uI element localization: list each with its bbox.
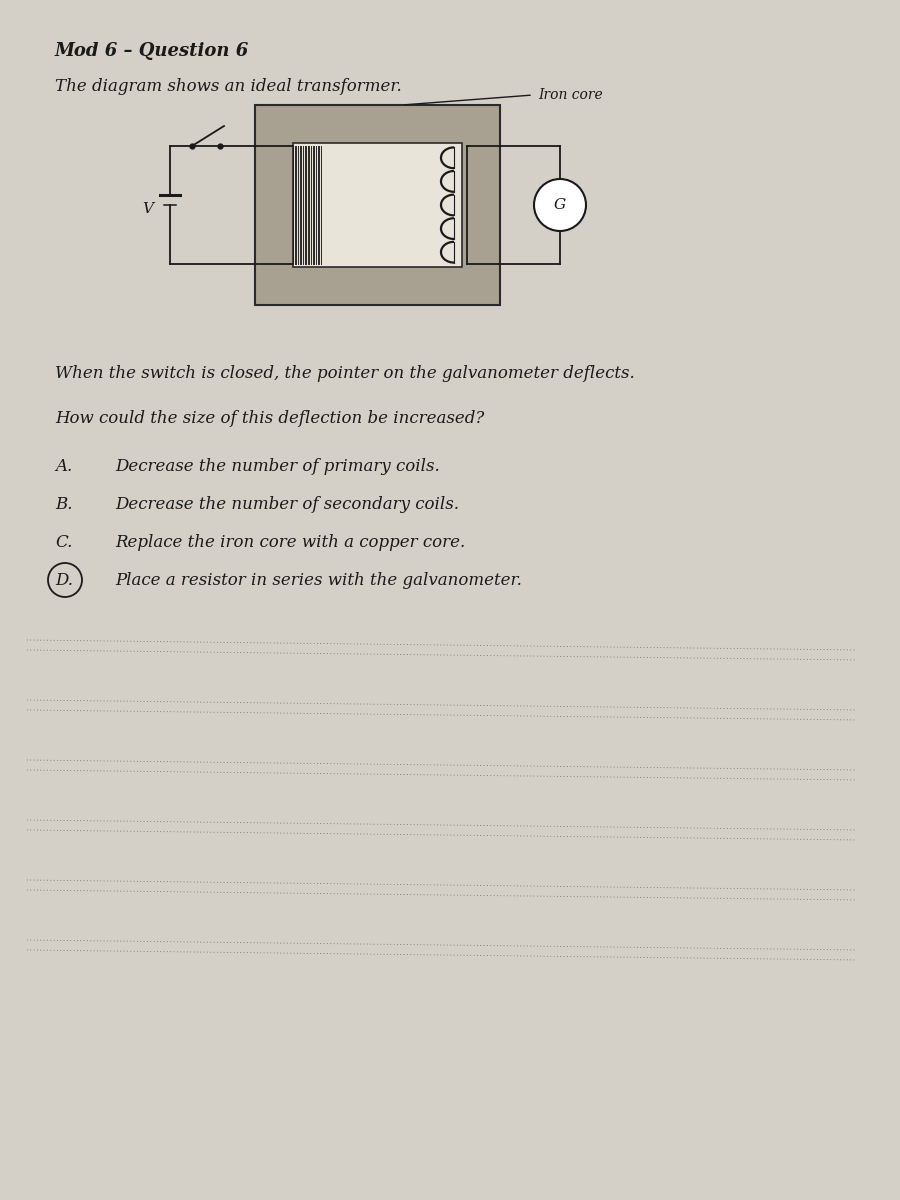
Text: V: V	[142, 202, 153, 216]
Text: Place a resistor in series with the galvanometer.: Place a resistor in series with the galv…	[115, 572, 522, 589]
Text: Iron core: Iron core	[538, 88, 603, 102]
Bar	[255, 104, 500, 305]
Text: D.: D.	[55, 572, 73, 589]
Bar	[293, 143, 462, 266]
Text: Mod 6 – Question 6: Mod 6 – Question 6	[55, 42, 249, 60]
Text: A.: A.	[55, 458, 72, 475]
Text: G: G	[554, 198, 566, 212]
Text: Decrease the number of secondary coils.: Decrease the number of secondary coils.	[115, 496, 459, 514]
Text: The diagram shows an ideal transformer.: The diagram shows an ideal transformer.	[55, 78, 401, 95]
Text: How could the size of this deflection be increased?: How could the size of this deflection be…	[55, 410, 484, 427]
Text: B.: B.	[55, 496, 73, 514]
Text: C.: C.	[55, 534, 72, 551]
Circle shape	[534, 179, 586, 230]
Text: Replace the iron core with a copper core.: Replace the iron core with a copper core…	[115, 534, 465, 551]
Text: Decrease the number of primary coils.: Decrease the number of primary coils.	[115, 458, 440, 475]
Text: When the switch is closed, the pointer on the galvanometer deflects.: When the switch is closed, the pointer o…	[55, 365, 634, 382]
